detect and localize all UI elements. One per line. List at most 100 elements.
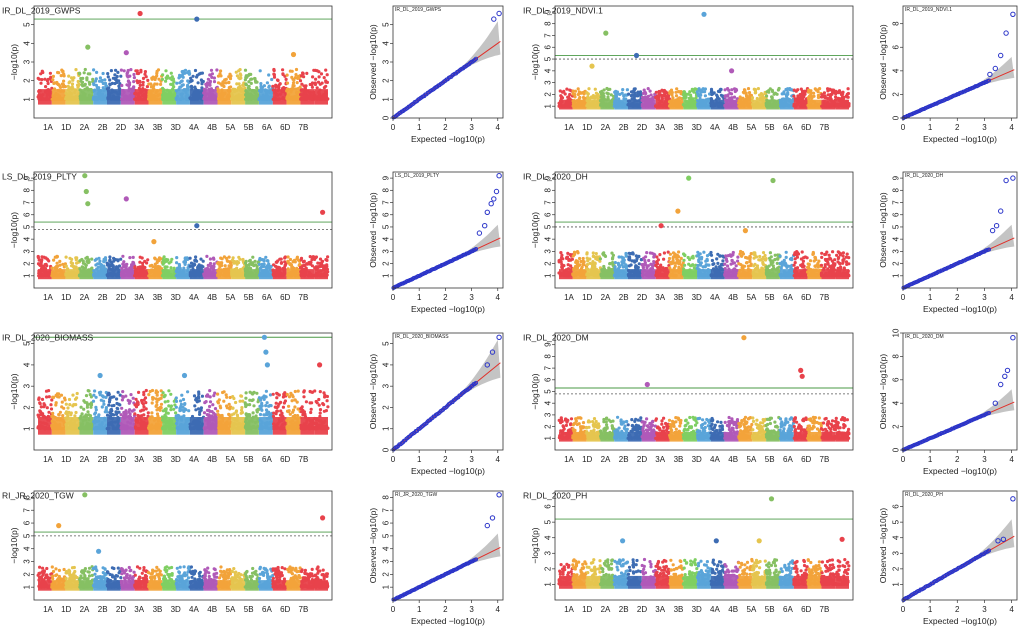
snp-point <box>178 81 182 85</box>
snp-point <box>141 76 146 80</box>
snp-point <box>227 81 231 85</box>
snp-point <box>51 74 56 78</box>
snp-point <box>108 259 112 263</box>
snp-point <box>132 85 136 89</box>
snp-band <box>245 269 259 280</box>
snp-point <box>744 91 748 95</box>
snp-band <box>120 89 135 105</box>
snp-point <box>281 68 285 72</box>
qq-outlier <box>476 230 483 236</box>
snp-point <box>113 81 117 86</box>
x-tick-label: 4B <box>207 123 217 132</box>
snp-point <box>316 261 320 265</box>
snp-point <box>272 68 276 72</box>
snp-point <box>94 263 98 267</box>
snp-point <box>183 71 187 75</box>
snp-point <box>88 72 92 76</box>
snp-point <box>72 76 76 80</box>
snp-band <box>217 89 232 105</box>
snp-point <box>767 89 771 93</box>
snp-point <box>153 77 157 82</box>
x-axis-label: Expected −log10(p) <box>923 134 997 144</box>
x-tick-label: 3D <box>692 123 702 132</box>
snp-point <box>129 68 133 72</box>
x-tick-label: 7B <box>299 123 309 132</box>
snp-point <box>270 77 274 82</box>
snp-point <box>284 77 288 81</box>
snp-band <box>93 269 107 280</box>
snp-point <box>75 256 79 260</box>
snp-point <box>97 86 101 90</box>
snp-point <box>218 261 222 265</box>
snp-point <box>211 256 216 260</box>
snp-point <box>568 92 572 97</box>
snp-point <box>196 81 200 85</box>
snp-point <box>40 78 44 82</box>
y-tick-label: 3 <box>23 249 32 254</box>
snp-point <box>85 78 89 82</box>
peak-point <box>633 52 640 59</box>
snp-band <box>835 99 849 110</box>
snp-point <box>806 90 811 94</box>
x-tick-label: 5B <box>765 123 775 132</box>
x-tick-label: 5A <box>226 123 236 132</box>
x-tick-label: 2A <box>80 123 90 132</box>
x-tick-label: 6D <box>280 293 290 302</box>
y-tick-label: 8 <box>892 21 901 26</box>
snp-point <box>741 96 745 100</box>
snp-band <box>38 89 52 105</box>
snp-point <box>59 74 63 78</box>
snp-point <box>799 87 803 91</box>
snp-point <box>106 75 110 79</box>
snp-point <box>831 90 835 94</box>
snp-point <box>239 76 243 80</box>
x-tick-label: 1D <box>61 123 71 132</box>
snp-point <box>76 79 80 84</box>
snp-point <box>208 257 212 261</box>
snp-point <box>237 261 241 265</box>
snp-band <box>780 99 794 110</box>
snp-point <box>752 87 756 91</box>
snp-point <box>157 77 161 81</box>
snp-point <box>695 90 699 94</box>
snp-point <box>119 68 123 72</box>
snp-point <box>125 72 129 76</box>
snp-point <box>193 68 198 73</box>
snp-point <box>155 82 159 86</box>
snp-point <box>247 80 251 84</box>
snp-point <box>828 96 832 100</box>
snp-point <box>770 95 774 99</box>
snp-point <box>138 80 142 84</box>
y-axis-label: Observed −log10(p) <box>878 24 888 100</box>
snp-point <box>201 265 205 269</box>
snp-point <box>718 90 722 94</box>
panel-title: IR_DL_2019_GWPS <box>2 5 81 15</box>
snp-point <box>710 92 714 97</box>
y-tick-label: 1 <box>544 103 553 108</box>
snp-point <box>70 76 74 80</box>
snp-band <box>79 269 94 280</box>
snp-point <box>826 93 830 97</box>
snp-point <box>103 78 107 82</box>
x-tick-label: 4B <box>728 123 738 132</box>
y-tick-label: 0 <box>892 115 901 120</box>
snp-point <box>143 72 147 76</box>
snp-point <box>79 79 83 83</box>
snp-point <box>585 91 589 95</box>
snp-point <box>61 69 65 73</box>
y-tick-label: 1 <box>382 97 391 102</box>
snp-band <box>300 89 315 105</box>
snp-point <box>177 262 181 267</box>
x-axis-label: Expected −log10(p) <box>411 134 485 144</box>
snp-point <box>559 251 563 255</box>
snp-point <box>229 265 233 269</box>
snp-band <box>559 269 573 280</box>
snp-band <box>38 269 52 280</box>
snp-point <box>186 85 190 89</box>
snp-point <box>576 87 580 91</box>
panel-title: IR_DL_2019_NDVI.1 <box>905 7 952 13</box>
y-tick-label: 4 <box>23 236 32 241</box>
snp-point <box>193 258 197 263</box>
snp-point <box>55 264 59 269</box>
peak-point <box>701 11 707 17</box>
